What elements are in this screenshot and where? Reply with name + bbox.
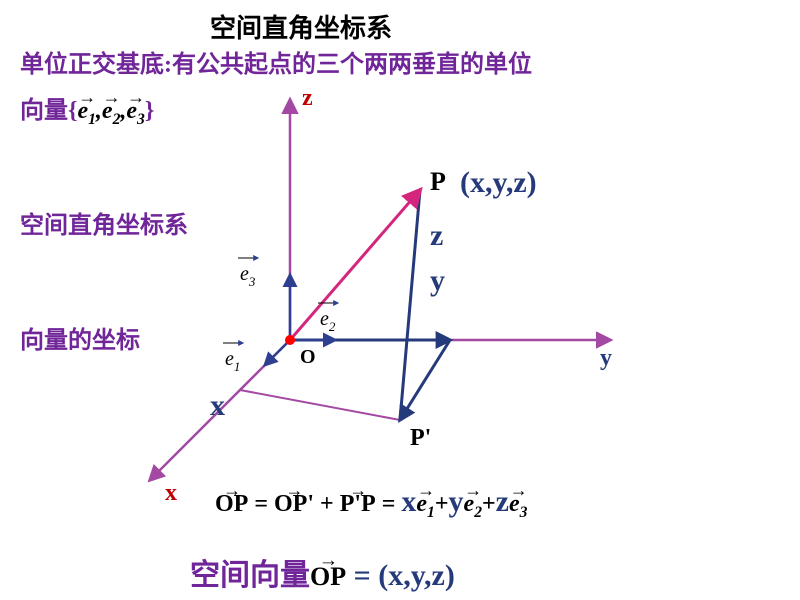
eq-plus3: + xyxy=(482,491,496,517)
e2-label: e2 xyxy=(320,308,336,334)
eq-ppp: P'P xyxy=(340,491,376,518)
vec-e1 xyxy=(265,340,290,365)
bottom-op: OP xyxy=(310,562,346,592)
definition-line-1: 单位正交基底:有公共起点的三个两两垂直的单位 xyxy=(20,44,532,79)
eq-e2s: 2 xyxy=(474,504,482,521)
point-pprime-label: P' xyxy=(410,425,431,451)
eq-z: z xyxy=(496,485,509,518)
vector-prefix: 向量{ xyxy=(20,98,77,124)
e1-label: e1 xyxy=(225,348,240,374)
vec-pprime-to-p xyxy=(400,190,420,420)
page-title: 空间直角坐标系 xyxy=(210,8,392,45)
basis-e1: e xyxy=(77,98,88,124)
origin-label: O xyxy=(300,346,316,368)
vec-op xyxy=(290,190,420,340)
axis-z-label: z xyxy=(302,85,313,111)
bottom-conclusion: 空间向量OP = (x,y,z) xyxy=(190,550,455,594)
eq-e1: e xyxy=(416,491,427,517)
axis-x-label: x xyxy=(165,480,177,506)
equation-op: OP = OP' + P'P = xe1+ye2+ze3 xyxy=(215,485,527,522)
basis-e1-sub: 1 xyxy=(88,111,96,128)
eq-op: OP xyxy=(215,491,248,518)
eq-e2: e xyxy=(464,491,475,517)
axis-y-label: y xyxy=(600,345,612,371)
eq-e3: e xyxy=(509,491,520,517)
proj-parallelogram xyxy=(240,340,450,420)
eq-eq2: = xyxy=(376,491,402,517)
eq-e3s: 3 xyxy=(520,504,528,521)
origin-dot xyxy=(285,335,295,345)
eq-plus2: + xyxy=(435,491,449,517)
vec-yproj-to-pprime xyxy=(400,340,450,420)
eq-e1s: 1 xyxy=(427,504,435,521)
eq-x: x xyxy=(401,485,416,518)
eq-eq1: = xyxy=(248,491,274,517)
point-p-coords: (x,y,z) xyxy=(460,166,537,199)
comp-x-label: x xyxy=(210,389,225,422)
bottom-eq: = xyxy=(346,559,378,592)
comp-y-label: y xyxy=(430,264,445,297)
bottom-val: (x,y,z) xyxy=(378,559,455,592)
eq-opp: OP' xyxy=(274,491,314,518)
eq-y: y xyxy=(449,485,464,518)
comp-z-label: z xyxy=(430,219,443,252)
coordinate-diagram: z y x O P (x,y,z) P' z y x e3 e2 e1 xyxy=(110,80,670,480)
eq-plus1: + xyxy=(314,491,340,517)
bottom-prefix: 空间向量 xyxy=(190,559,310,592)
point-p-label: P xyxy=(430,167,446,196)
e3-label: e3 xyxy=(240,263,256,289)
